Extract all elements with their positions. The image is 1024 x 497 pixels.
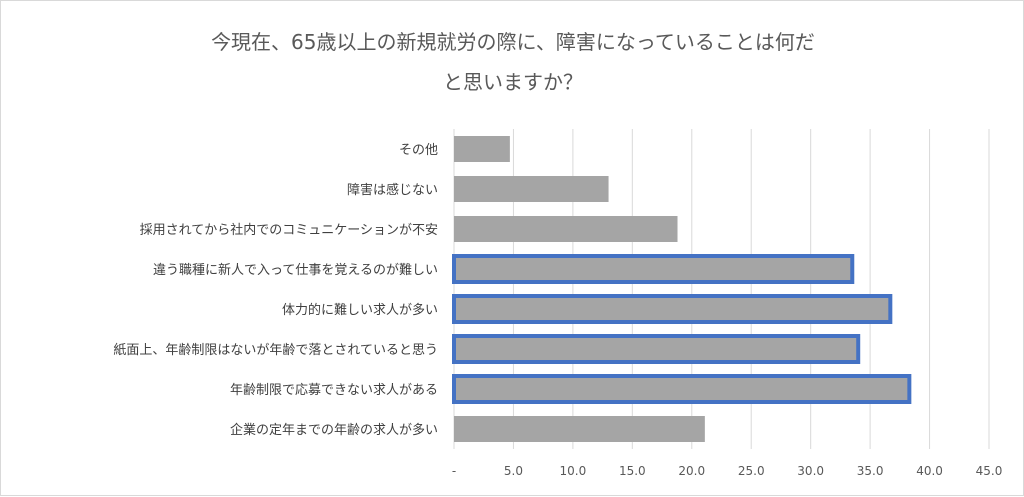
bar (452, 374, 912, 404)
chart-title: 今現在、65歳以上の新規就労の際に、障害になっていることは何だ と思いますか？ (211, 30, 815, 94)
x-tick-label: 15.0 (619, 464, 646, 478)
x-axis-tick-labels: - 5.0 10.0 15.0 20.0 25.0 30.0 35.0 40.0 45.0 (452, 464, 1003, 478)
bar (452, 294, 893, 324)
category-labels: その他障害は感じない採用されてから社内でのコミュニケーションが不安違う職種に新人… (113, 143, 438, 438)
x-tick-label: 5.0 (504, 464, 523, 478)
x-tick-label: - (452, 464, 456, 478)
category-label: 年齢制限で応募できない求人がある (230, 383, 438, 398)
category-label: 違う職種に新人で入って仕事を覚えるのが難しい (153, 262, 438, 278)
bar (452, 254, 855, 284)
x-tick-label: 40.0 (916, 464, 943, 478)
category-label: 企業の定年までの年齢の求人が多い (230, 422, 438, 438)
category-label: 紙面上、年齢制限はないが年齢で落とされていると思う (113, 343, 438, 358)
x-tick-label: 10.0 (560, 464, 587, 478)
category-label: 障害は感じない (347, 182, 438, 198)
x-tick-label: 25.0 (738, 464, 765, 478)
bar (454, 176, 609, 202)
bar (454, 136, 510, 162)
category-label: その他 (399, 143, 438, 158)
category-label: 体力的に難しい求人が多い (282, 302, 438, 318)
bar (452, 334, 861, 364)
chart-title-line-1: 今現在、65歳以上の新規就労の際に、障害になっていることは何だ (211, 30, 815, 54)
bar (454, 216, 678, 242)
x-tick-label: 45.0 (976, 464, 1003, 478)
category-label: 採用されてから社内でのコミュニケーションが不安 (140, 222, 438, 238)
chart-title-line-2: と思いますか？ (443, 70, 583, 94)
x-tick-label: 35.0 (857, 464, 884, 478)
bar (454, 416, 705, 442)
x-tick-label: 20.0 (678, 464, 705, 478)
x-tick-label: 30.0 (797, 464, 824, 478)
bars (452, 136, 912, 442)
